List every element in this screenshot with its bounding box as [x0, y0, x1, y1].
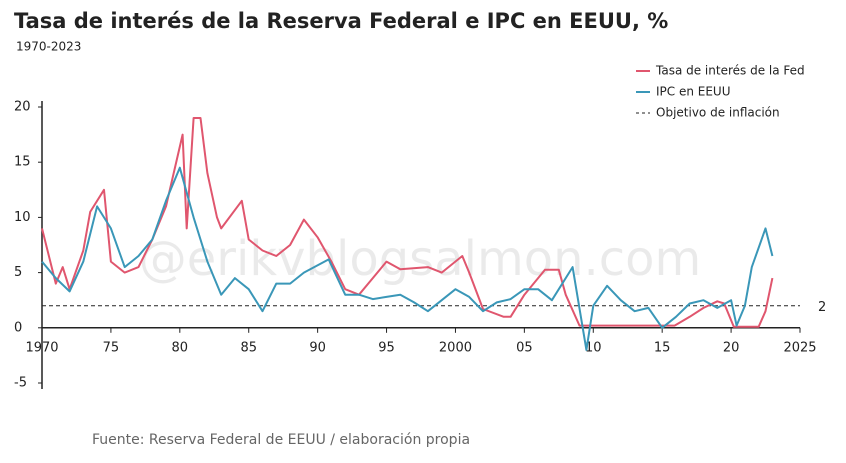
x-tick-label: 80 [172, 340, 189, 355]
x-tick-label: 20 [723, 340, 740, 355]
x-tick-label: 85 [240, 340, 257, 355]
legend-label: IPC en EEUU [656, 85, 731, 99]
series-line [41, 166, 774, 351]
x-tick-label: 2000 [439, 340, 472, 355]
x-tick-label: 10 [585, 340, 602, 355]
legend-label: Objetivo de inflación [656, 106, 780, 120]
source-note: Fuente: Reserva Federal de EEUU / elabor… [92, 432, 470, 448]
y-tick-label: 15 [14, 155, 31, 170]
watermark: @erikvblogsalmon.com [139, 231, 702, 287]
x-tick-label: 1970 [25, 340, 58, 355]
legend-label: Tasa de interés de la Fed [655, 64, 805, 78]
y-tick-label: 20 [14, 100, 31, 115]
x-tick-label: 05 [516, 340, 533, 355]
chart-title: Tasa de interés de la Reserva Federal e … [14, 9, 668, 33]
target-label: 2 [818, 300, 826, 315]
y-tick-label: 10 [14, 210, 31, 225]
chart-subtitle: 1970-2023 [16, 40, 81, 54]
y-tick-label: 0 [14, 320, 22, 335]
x-tick-label: 95 [378, 340, 395, 355]
series-line [41, 117, 774, 328]
x-tick-label: 15 [654, 340, 671, 355]
y-tick-label: -5 [14, 376, 27, 391]
x-tick-label: 90 [309, 340, 326, 355]
x-tick-label: 2025 [783, 340, 816, 355]
y-tick-label: 5 [14, 265, 22, 280]
x-tick-label: 75 [103, 340, 120, 355]
